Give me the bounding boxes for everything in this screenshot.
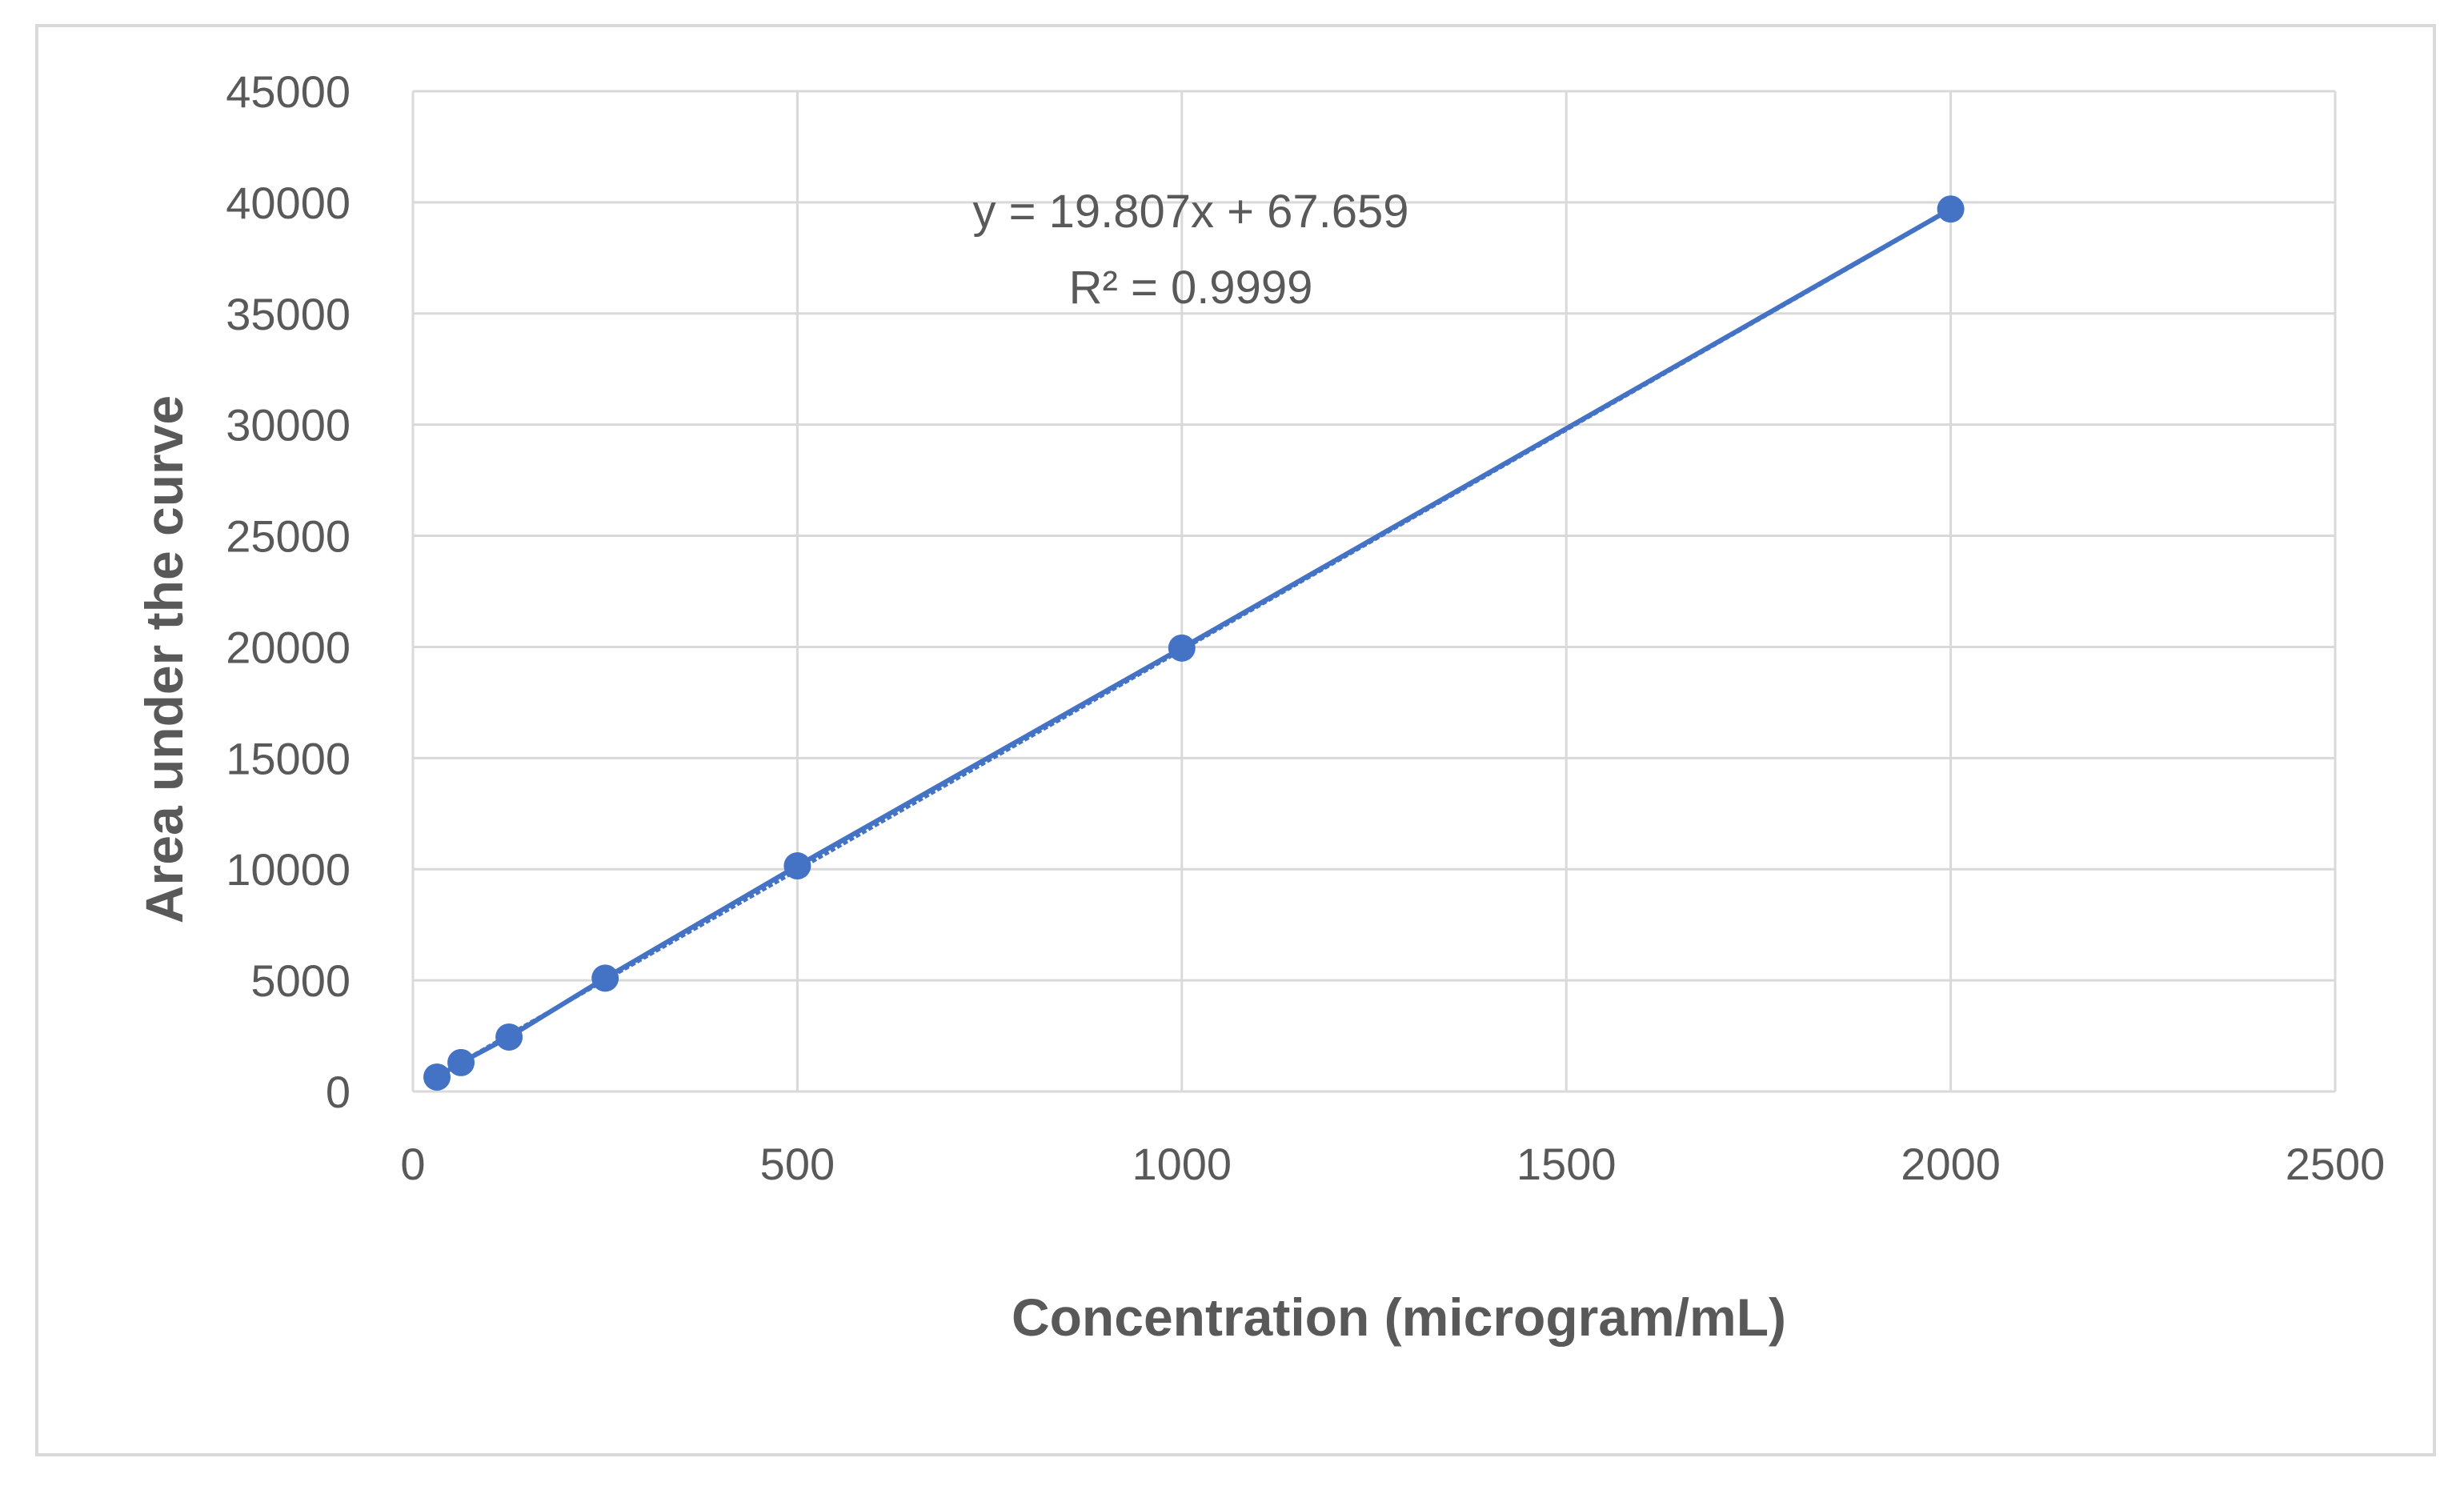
grid-layer <box>411 90 2337 1093</box>
chart-svg: 0500010000150002000025000300003500040000… <box>134 66 2385 1347</box>
data-point <box>591 964 619 992</box>
x-axis-title: Concentration (microgram/mL) <box>1012 1288 1786 1347</box>
y-tick-label: 0 <box>326 1067 351 1117</box>
x-tick-label: 1500 <box>1516 1139 1617 1189</box>
data-point <box>783 852 811 880</box>
y-tick-label: 20000 <box>226 622 351 672</box>
x-tick-label: 0 <box>400 1139 425 1189</box>
chart-frame: 0 5000 10000 15000 20000 25000 30000 35000 40000… <box>35 24 2436 1456</box>
x-tick-labels: 0 500 1000 1500 2000 2500 <box>400 1139 2385 1189</box>
data-point <box>495 1023 523 1051</box>
x-tick-label: 2500 <box>2286 1139 2386 1189</box>
data-point <box>1937 195 1965 223</box>
data-point <box>423 1063 451 1091</box>
y-tick-label: 10000 <box>226 844 351 895</box>
x-tick-label: 500 <box>760 1139 835 1189</box>
y-tick-label: 30000 <box>226 400 351 451</box>
y-axis-title: Area under the curve <box>134 395 194 923</box>
data-points-layer <box>423 195 1965 1091</box>
y-tick-label: 35000 <box>226 289 351 339</box>
x-tick-label: 1000 <box>1132 1139 1232 1189</box>
data-point <box>1168 634 1196 662</box>
y-tick-label: 5000 <box>250 955 351 1006</box>
y-tick-labels: 0 5000 10000 15000 20000 25000 30000 35000 40000… <box>226 66 351 1117</box>
y-tick-label: 40000 <box>226 178 351 228</box>
y-tick-label: 45000 <box>226 66 351 117</box>
data-point <box>447 1048 475 1076</box>
y-tick-label: 25000 <box>226 511 351 562</box>
trendline-equation: y = 19.807x + 67.659 <box>973 186 1409 238</box>
y-tick-label: 15000 <box>226 733 351 783</box>
x-tick-label: 2000 <box>1901 1139 2001 1189</box>
r-squared-label: R² = 0.9999 <box>1069 262 1313 314</box>
